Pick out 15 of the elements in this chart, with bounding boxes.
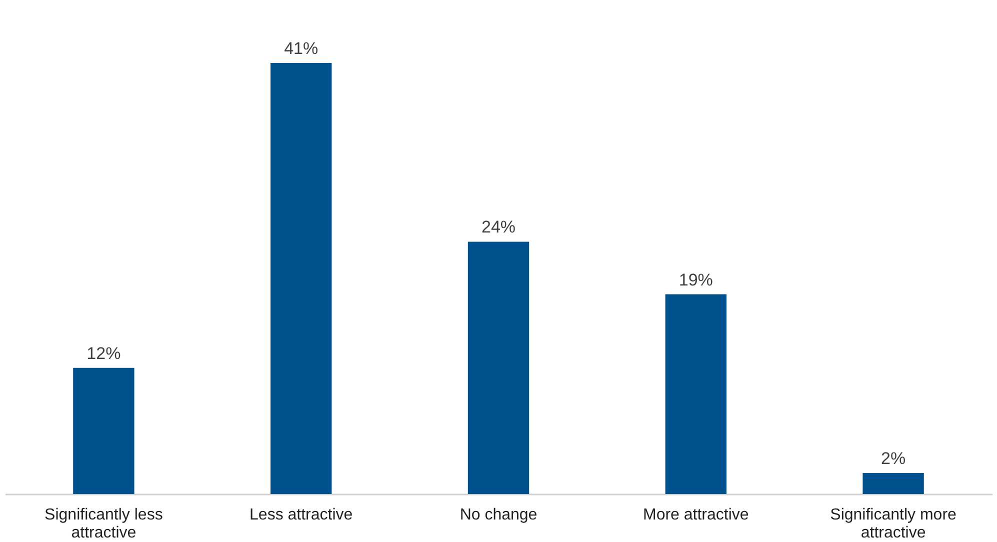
data-label: 41%	[284, 39, 318, 58]
bar	[270, 63, 332, 494]
x-tick-label: Significantly less attractive	[44, 506, 163, 542]
bar	[73, 368, 134, 494]
x-tick-label: More attractive	[642, 506, 749, 524]
data-label: 12%	[86, 344, 121, 363]
data-label: 19%	[678, 270, 713, 290]
x-tick-label: Significantly more attractive	[830, 506, 957, 542]
bar	[468, 242, 530, 494]
data-label: 24%	[481, 218, 516, 237]
x-tick-label: No change	[460, 506, 538, 524]
data-label: 2%	[881, 448, 906, 468]
bar	[862, 472, 924, 494]
bar	[665, 294, 726, 494]
x-tick-label: Less attractive	[250, 506, 353, 524]
